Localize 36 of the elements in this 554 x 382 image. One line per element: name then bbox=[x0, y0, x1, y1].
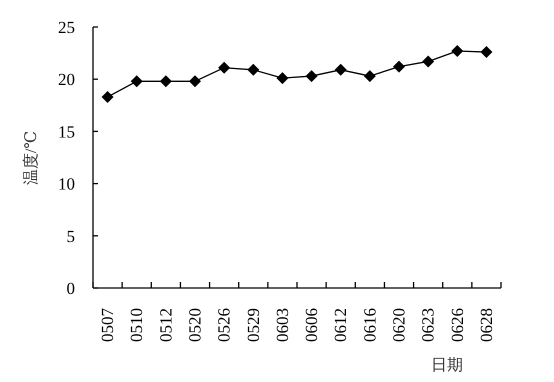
x-tick-label: 0623 bbox=[418, 308, 438, 342]
y-axis-title: 温度/℃ bbox=[22, 130, 40, 186]
x-tick-label: 0606 bbox=[302, 308, 322, 342]
x-tick-label: 0628 bbox=[476, 308, 496, 342]
point bbox=[102, 90, 114, 103]
x-tick-label: 0603 bbox=[272, 308, 292, 342]
point bbox=[451, 45, 464, 58]
x-tick-label: 0612 bbox=[331, 308, 350, 342]
point bbox=[306, 70, 318, 82]
point bbox=[189, 75, 201, 88]
point bbox=[130, 75, 143, 88]
x-tick-label: 0526 bbox=[214, 308, 234, 342]
y-tick-label: 15 bbox=[58, 122, 75, 142]
point bbox=[334, 64, 347, 76]
point bbox=[218, 62, 230, 74]
x-tick-label: 0616 bbox=[360, 308, 380, 342]
y-tick-label: 20 bbox=[58, 70, 75, 90]
x-tick-label: 0507 bbox=[98, 308, 118, 342]
x-tick-label: 0529 bbox=[244, 308, 263, 342]
point bbox=[160, 75, 172, 88]
point bbox=[247, 64, 260, 76]
y-tick-label: 0 bbox=[66, 279, 75, 298]
x-tick-label: 0620 bbox=[390, 308, 408, 342]
point bbox=[480, 46, 492, 58]
x-tick-label: 0520 bbox=[186, 308, 204, 342]
x-tick-label: 0626 bbox=[448, 308, 467, 342]
y-tick-label: 10 bbox=[58, 174, 75, 194]
point bbox=[422, 55, 434, 68]
point bbox=[364, 70, 376, 82]
y-tick-label: 5 bbox=[66, 226, 75, 246]
x-tick-label: 0512 bbox=[156, 308, 176, 342]
y-tick-label: 25 bbox=[58, 18, 75, 37]
point bbox=[393, 60, 405, 73]
point bbox=[276, 72, 288, 84]
x-axis-title: 日期 bbox=[431, 356, 463, 374]
x-tick-label: 0510 bbox=[127, 308, 146, 342]
